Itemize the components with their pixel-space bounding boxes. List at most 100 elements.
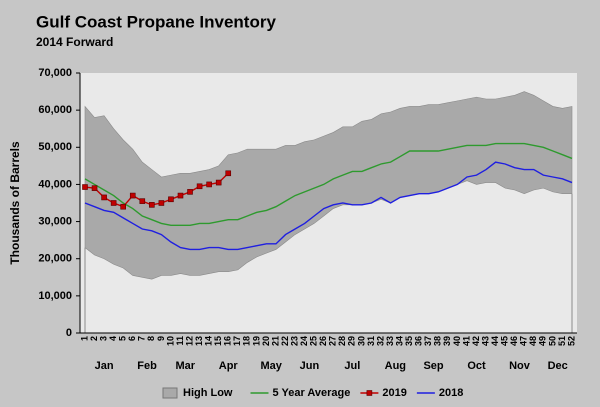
month-label: Oct bbox=[467, 360, 486, 372]
x-tick-label: 45 bbox=[500, 336, 510, 346]
legend-marker bbox=[366, 390, 373, 396]
series-marker bbox=[110, 200, 117, 206]
series-marker bbox=[158, 200, 165, 206]
x-tick-label: 42 bbox=[471, 336, 481, 346]
x-tick-label: 30 bbox=[356, 336, 366, 346]
x-tick-label: 4 bbox=[108, 336, 118, 341]
x-tick-label: 25 bbox=[309, 336, 319, 346]
x-tick-label: 49 bbox=[538, 336, 548, 346]
x-tick-label: 31 bbox=[366, 336, 376, 346]
month-label: Nov bbox=[509, 360, 531, 372]
series-marker bbox=[91, 185, 98, 191]
y-axis-label: Thousands of Barrels bbox=[8, 141, 22, 265]
x-tick-label: 15 bbox=[213, 336, 223, 346]
x-tick-label: 32 bbox=[375, 336, 385, 346]
x-tick-label: 10 bbox=[165, 336, 175, 346]
legend-label: 2018 bbox=[439, 387, 463, 399]
x-tick-label: 44 bbox=[490, 336, 500, 346]
x-tick-label: 29 bbox=[347, 336, 357, 346]
series-marker bbox=[139, 198, 146, 204]
x-tick-label: 14 bbox=[204, 336, 214, 346]
x-tick-label: 33 bbox=[385, 336, 395, 346]
x-tick-label: 52 bbox=[566, 336, 576, 346]
x-tick-label: 39 bbox=[442, 336, 452, 346]
x-tick-label: 51 bbox=[557, 336, 567, 346]
x-tick-label: 37 bbox=[423, 336, 433, 346]
month-label: Jan bbox=[95, 360, 114, 372]
x-tick-label: 46 bbox=[509, 336, 519, 346]
series-marker bbox=[120, 203, 126, 210]
series-marker bbox=[177, 192, 184, 199]
series-line bbox=[84, 161, 573, 251]
series-marker bbox=[196, 183, 203, 190]
month-label: May bbox=[261, 360, 283, 372]
x-tick-label: 20 bbox=[261, 336, 271, 346]
x-tick-label: 22 bbox=[280, 336, 290, 346]
y-tick-label: 40,000 bbox=[38, 178, 72, 190]
x-tick-label: 28 bbox=[337, 336, 347, 346]
x-tick-label: 7 bbox=[137, 336, 147, 341]
legend-label: 2019 bbox=[382, 387, 406, 399]
x-tick-label: 3 bbox=[98, 336, 108, 341]
y-tick-label: 50,000 bbox=[38, 141, 72, 153]
series-marker bbox=[225, 170, 232, 177]
month-label: Jun bbox=[300, 360, 320, 372]
legend-swatch bbox=[162, 387, 178, 399]
y-tick-label: 30,000 bbox=[38, 215, 72, 227]
x-tick-label: 13 bbox=[194, 336, 204, 346]
series-marker bbox=[101, 194, 107, 201]
x-tick-label: 34 bbox=[394, 336, 404, 346]
series-marker bbox=[206, 181, 212, 188]
series-marker bbox=[129, 192, 136, 199]
x-tick-label: 23 bbox=[289, 336, 299, 346]
y-tick-label: 10,000 bbox=[38, 290, 72, 302]
x-tick-label: 12 bbox=[184, 336, 194, 346]
x-tick-label: 8 bbox=[146, 336, 156, 341]
x-tick-label: 19 bbox=[251, 336, 261, 346]
x-tick-label: 1 bbox=[79, 336, 89, 341]
month-label: Jul bbox=[344, 360, 360, 372]
y-tick-label: 0 bbox=[66, 327, 72, 339]
month-label: Dec bbox=[548, 360, 568, 372]
chart-title: Gulf Coast Propane Inventory bbox=[36, 12, 276, 31]
month-label: Apr bbox=[219, 360, 239, 372]
x-tick-label: 40 bbox=[452, 336, 462, 346]
x-tick-label: 35 bbox=[404, 336, 414, 346]
x-tick-label: 43 bbox=[480, 336, 490, 346]
legend-label: High Low bbox=[183, 387, 233, 399]
series-line bbox=[84, 142, 573, 226]
x-tick-label: 41 bbox=[461, 336, 471, 346]
series-marker bbox=[149, 202, 155, 208]
x-tick-label: 48 bbox=[528, 336, 538, 346]
x-tick-label: 18 bbox=[242, 336, 252, 346]
x-tick-label: 50 bbox=[547, 336, 557, 346]
x-tick-label: 26 bbox=[318, 336, 328, 346]
series-line bbox=[84, 172, 229, 208]
y-tick-label: 20,000 bbox=[38, 253, 72, 265]
legend-label: 5 Year Average bbox=[273, 387, 351, 399]
x-tick-label: 5 bbox=[118, 336, 128, 341]
y-tick-label: 60,000 bbox=[38, 104, 72, 116]
x-tick-label: 47 bbox=[519, 336, 529, 346]
x-tick-label: 16 bbox=[223, 336, 233, 346]
x-tick-label: 6 bbox=[127, 336, 137, 341]
series-marker bbox=[168, 196, 174, 203]
x-tick-label: 2 bbox=[89, 336, 99, 341]
month-label: Mar bbox=[175, 360, 195, 372]
x-tick-label: 11 bbox=[175, 336, 185, 346]
series-marker bbox=[82, 184, 88, 190]
x-tick-label: 27 bbox=[328, 336, 338, 346]
month-label: Sep bbox=[423, 360, 443, 372]
series-marker bbox=[187, 189, 193, 195]
x-tick-label: 24 bbox=[299, 336, 309, 346]
x-tick-label: 17 bbox=[232, 336, 242, 346]
y-tick-label: 70,000 bbox=[38, 67, 72, 79]
month-label: Aug bbox=[385, 360, 406, 372]
x-tick-label: 36 bbox=[414, 336, 424, 346]
x-tick-label: 38 bbox=[433, 336, 443, 346]
month-label: Feb bbox=[137, 360, 157, 372]
series-marker bbox=[215, 179, 222, 186]
chart-subtitle: 2014 Forward bbox=[36, 35, 113, 49]
x-tick-label: 21 bbox=[270, 336, 280, 346]
